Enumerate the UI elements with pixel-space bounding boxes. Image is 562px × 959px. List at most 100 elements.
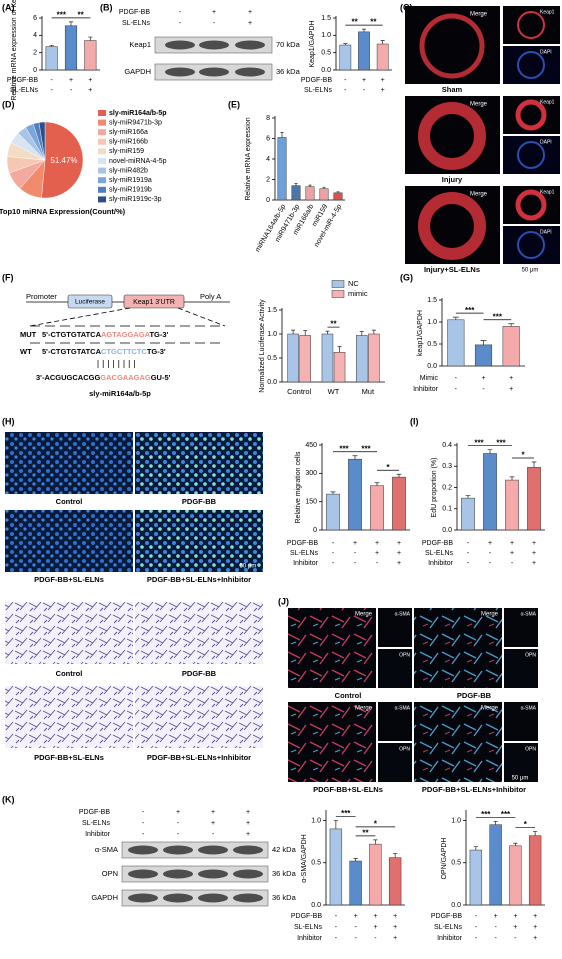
bar — [349, 860, 362, 906]
micrograph — [135, 686, 263, 748]
condition-sign: + — [248, 9, 252, 16]
slice-label: 51.47% — [50, 156, 77, 165]
error-bar — [303, 330, 308, 336]
condition-sign: - — [179, 20, 182, 27]
band-name: OPN — [102, 869, 118, 878]
significance-label: * — [374, 820, 378, 829]
significance-label: ** — [370, 18, 377, 27]
band-size: 36 kDa — [272, 869, 297, 878]
condition-sign: + — [381, 77, 385, 84]
significance-label: ** — [330, 320, 337, 329]
band-name: GAPDH — [91, 893, 118, 902]
vessel-ring — [517, 231, 545, 259]
significance-label: ** — [362, 829, 369, 838]
condition-label: SL-ELNs — [10, 87, 39, 94]
sequence-part: AGTAGGAGA — [101, 330, 151, 339]
x-tick-label: Mut — [362, 387, 375, 396]
y-tick-label: 1.0 — [267, 331, 277, 338]
error-bar — [487, 449, 493, 454]
diagram-label: WT — [20, 347, 32, 356]
condition-sign: + — [246, 831, 250, 838]
y-axis-title: Relative migration cells — [295, 451, 302, 523]
error-bar — [473, 846, 479, 851]
condition-sign: - — [475, 924, 478, 931]
vessel-ring — [418, 102, 486, 170]
error-bar — [371, 329, 376, 334]
error-bar — [508, 323, 515, 327]
y-tick-label: 1.5 — [267, 307, 277, 314]
image-label: OPN — [525, 652, 536, 658]
legend-label: mimic — [348, 289, 368, 298]
legend-label: sly-miR9471b-3p — [109, 119, 162, 126]
condition-sign: - — [467, 550, 470, 557]
error-bar — [465, 495, 471, 499]
y-tick-label: 0.5 — [321, 50, 331, 57]
legend-swatch — [98, 119, 106, 126]
legend-label: NC — [348, 279, 359, 288]
band-name: α-SMA — [95, 845, 118, 854]
sequence-part: GU-5' — [151, 373, 171, 382]
condition-sign: + — [246, 820, 250, 827]
condition-label: SL-ELNs — [82, 820, 111, 827]
panel-label: (G) — [400, 272, 413, 282]
y-tick-label: 0.0 — [427, 363, 437, 370]
image-label: Merge — [470, 102, 488, 108]
sequence-part: 5'-CTGTGTATCA — [42, 330, 102, 339]
error-bar — [330, 491, 336, 495]
condition-sign: + — [510, 540, 514, 547]
panel-label: (D) — [2, 99, 15, 109]
blot-band — [165, 67, 195, 77]
sequence-part: 5'-CTGTGTATCA — [42, 347, 102, 356]
significance-label: ** — [78, 11, 85, 20]
y-tick-label: 1.0 — [427, 319, 437, 326]
bar — [299, 335, 311, 383]
y-tick-label: 1.5 — [427, 297, 437, 304]
panel-label: (A) — [2, 2, 15, 12]
condition-sign: + — [509, 386, 513, 393]
significance-label: * — [524, 820, 528, 829]
significance-label: * — [386, 463, 390, 472]
micrograph — [135, 510, 263, 572]
scale-bar-label: 50 μm — [512, 776, 529, 782]
y-tick-label: 0.1 — [442, 506, 452, 513]
y-axis-title: Keap1/GAPDH — [309, 20, 316, 67]
error-bar — [322, 186, 326, 189]
legend-swatch — [98, 110, 106, 116]
diagram-label: sly-miR164a/b-5p — [89, 389, 151, 398]
blot-band-strip — [121, 841, 269, 859]
blot-band — [198, 893, 228, 903]
y-tick-label: 0.0 — [311, 902, 321, 909]
condition-sign: - — [335, 913, 338, 920]
condition-sign: + — [381, 87, 385, 94]
y-tick-label: 2 — [266, 176, 270, 183]
sequence-part: CTGCTTCTC — [101, 347, 147, 356]
condition-sign: + — [494, 913, 498, 920]
blot-band — [165, 40, 195, 50]
bar — [368, 333, 380, 383]
condition-sign: + — [509, 375, 513, 382]
condition-sign: - — [363, 87, 366, 94]
condition-sign: + — [393, 935, 397, 942]
condition-label: PDGF-BB — [119, 9, 150, 16]
sequence: 5'-CTGTGTATCACTGCTTCTCTG-3' — [42, 347, 166, 356]
y-tick-label: 0.3 — [442, 463, 452, 470]
blot-band — [163, 845, 193, 855]
condition-sign: + — [88, 77, 92, 84]
error-bar — [333, 820, 339, 829]
sequence-part: TG-3' — [147, 347, 166, 356]
y-axis-title: Normalized Luciferase Activity — [259, 299, 266, 393]
significance-label: *** — [465, 306, 475, 315]
condition-sign: - — [494, 935, 497, 942]
legend-swatch — [98, 186, 106, 193]
image-label: Keap1 — [540, 99, 555, 105]
bar — [358, 31, 370, 71]
condition-sign: - — [177, 831, 180, 838]
condition-label: Inhibitor — [413, 386, 439, 393]
condition-sign: - — [489, 560, 492, 567]
bar — [84, 40, 97, 71]
y-tick-label: 1.0 — [321, 32, 331, 39]
blot-band — [233, 893, 263, 903]
band-size: 36 kDa — [276, 67, 301, 76]
condition-sign: + — [532, 550, 536, 557]
condition-sign: + — [362, 77, 366, 84]
